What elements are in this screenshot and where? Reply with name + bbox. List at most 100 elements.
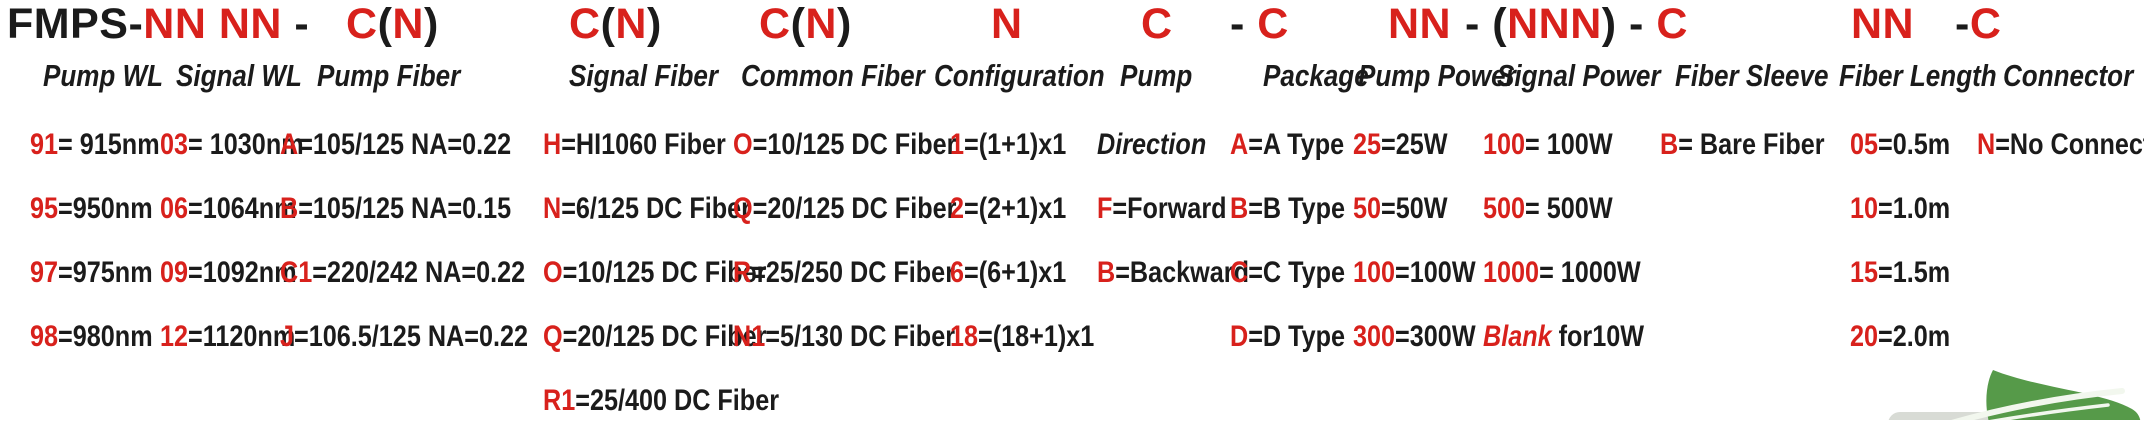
legend-entry: 95=950nm xyxy=(30,190,160,254)
pn-part: NN NN xyxy=(143,0,282,48)
pn-part: ) xyxy=(836,0,852,48)
entry-code: O xyxy=(733,128,753,161)
legend-entry: O=10/125 DC Fiber xyxy=(543,254,779,318)
legend-entry: 100= 100W xyxy=(1483,126,1644,190)
entry-description: =Backward xyxy=(1115,256,1249,289)
legend-entry: 98=980nm xyxy=(30,318,160,382)
entry-code: A xyxy=(1230,128,1249,161)
legend-entry: 91= 915nm xyxy=(30,126,160,190)
column-signal-wl: 03= 1030nm 06=1064nm 09=1092nm 12=1120nm xyxy=(160,126,331,382)
entry-code: B xyxy=(1230,192,1249,225)
legend-entry: Q=20/125 DC Fiber xyxy=(733,190,956,254)
pn-part: C xyxy=(1969,0,2002,48)
entry-description: =300W xyxy=(1395,320,1476,353)
entry-code: Q xyxy=(733,192,753,225)
pn-segment-prefix: FMPS-NN NN - xyxy=(7,0,322,48)
entry-description: =105/125 NA=0.22 xyxy=(298,128,512,161)
entry-code: 18 xyxy=(950,320,979,353)
legend-entry: 1=(1+1)x1 xyxy=(950,126,1094,190)
leaf-icon xyxy=(1888,370,2141,420)
entry-code: R1 xyxy=(543,384,576,417)
entry-code: R xyxy=(733,256,752,289)
column-header-signal-wl: Signal WL xyxy=(176,58,302,93)
ordering-code-legend: FMPS-NN NN - C(N) C(N) C(N) N C - C NN - (NNN) … xyxy=(7,0,2144,420)
legend-entry: 97=975nm xyxy=(30,254,160,318)
pn-segment-common-fiber-code: C(N) xyxy=(759,0,852,48)
pn-part: - xyxy=(281,0,322,48)
entry-code: 300 xyxy=(1353,320,1396,353)
pn-segment-package-code: - C xyxy=(1230,0,1289,48)
entry-description: =220/242 NA=0.22 xyxy=(312,256,526,289)
pn-part: FMPS- xyxy=(7,0,144,48)
legend-entry: 09=1092nm xyxy=(160,254,304,318)
entry-description: =10/125 DC Fiber xyxy=(562,256,767,289)
legend-entry: 03= 1030nm xyxy=(160,126,304,190)
column-header-signal-power: Signal Power xyxy=(1497,58,1661,93)
legend-entry: F=Forward xyxy=(1097,190,1249,254)
entry-description: =25W xyxy=(1381,128,1448,161)
pn-part: ( xyxy=(600,0,616,48)
pn-part: ) - xyxy=(1601,0,1657,48)
pn-segment-pump-direction-code: C xyxy=(1141,0,1173,48)
entry-code: 95 xyxy=(30,192,59,225)
entry-description: =20/125 DC Fiber xyxy=(562,320,767,353)
column-subheader: Direction xyxy=(1097,126,1249,190)
entry-code: J xyxy=(280,320,295,353)
entry-description: =10/125 DC Fiber xyxy=(752,128,957,161)
leaf-logo xyxy=(1870,362,2144,420)
entry-code: 20 xyxy=(1850,320,1879,353)
entry-code: 100 xyxy=(1483,128,1526,161)
entry-code: B xyxy=(1097,256,1116,289)
legend-entry: O=10/125 DC Fiber xyxy=(733,126,956,190)
entry-code: 06 xyxy=(160,192,189,225)
entry-code: 09 xyxy=(160,256,189,289)
column-fiber-sleeve: B= Bare Fiber xyxy=(1660,126,1856,190)
pn-part: ( xyxy=(790,0,806,48)
pn-part: NNN xyxy=(1507,0,1602,48)
column-pump-power: 25=25W 50=50W 100=100W 300=300W xyxy=(1353,126,1499,382)
pn-part: - xyxy=(1230,0,1258,48)
entry-code: 98 xyxy=(30,320,59,353)
entry-description: =1064nm xyxy=(188,192,297,225)
legend-entry: N=6/125 DC Fiber xyxy=(543,190,779,254)
legend-entry: 100=100W xyxy=(1353,254,1476,318)
pn-segment-connector-code: -C xyxy=(1955,0,2001,48)
entry-description: =25/250 DC Fiber xyxy=(751,256,956,289)
legend-entry: 6=(6+1)x1 xyxy=(950,254,1094,318)
entry-description: =1092nm xyxy=(188,256,297,289)
legend-entry: B=B Type xyxy=(1230,190,1345,254)
pn-part: - xyxy=(1955,0,1970,48)
entry-code: 97 xyxy=(30,256,59,289)
legend-entry: R=25/250 DC Fiber xyxy=(733,254,956,318)
entry-description: =100W xyxy=(1395,256,1476,289)
legend-entry: 25=25W xyxy=(1353,126,1476,190)
entry-code: 91 xyxy=(30,128,59,161)
entry-code: 15 xyxy=(1850,256,1879,289)
legend-entry: 15=1.5m xyxy=(1850,254,1950,318)
column-header-pump-power: Pump Power xyxy=(1358,58,1516,93)
pn-part: N xyxy=(392,0,424,48)
entry-code: O xyxy=(543,256,563,289)
column-header-pump-fiber: Pump Fiber xyxy=(317,58,461,93)
entry-description: =C Type xyxy=(1248,256,1346,289)
pn-part: C xyxy=(1656,0,1688,48)
legend-entry: A=A Type xyxy=(1230,126,1345,190)
entry-description: for10W xyxy=(1551,320,1645,353)
pn-segment-pump-fiber-code: C(N) xyxy=(346,0,439,48)
entry-code: Q xyxy=(543,320,563,353)
column-header-pump-wl: Pump WL xyxy=(43,58,164,93)
entry-code: C1 xyxy=(280,256,313,289)
entry-description: =1.5m xyxy=(1878,256,1951,289)
entry-description: =980nm xyxy=(58,320,153,353)
entry-description: =950nm xyxy=(58,192,153,225)
entry-code: 03 xyxy=(160,128,189,161)
legend-entry: 10=1.0m xyxy=(1850,190,1950,254)
entry-description: =105/125 NA=0.15 xyxy=(298,192,512,225)
legend-entry: C1=220/242 NA=0.22 xyxy=(280,254,528,318)
pn-segment-pump-power-code: NN xyxy=(1388,0,1451,48)
pn-segment-signal-fiber-code: C(N) xyxy=(569,0,662,48)
entry-description: =20/125 DC Fiber xyxy=(752,192,957,225)
pn-part: C xyxy=(346,0,378,48)
pn-part: C xyxy=(1257,0,1289,48)
legend-entry: 50=50W xyxy=(1353,190,1476,254)
